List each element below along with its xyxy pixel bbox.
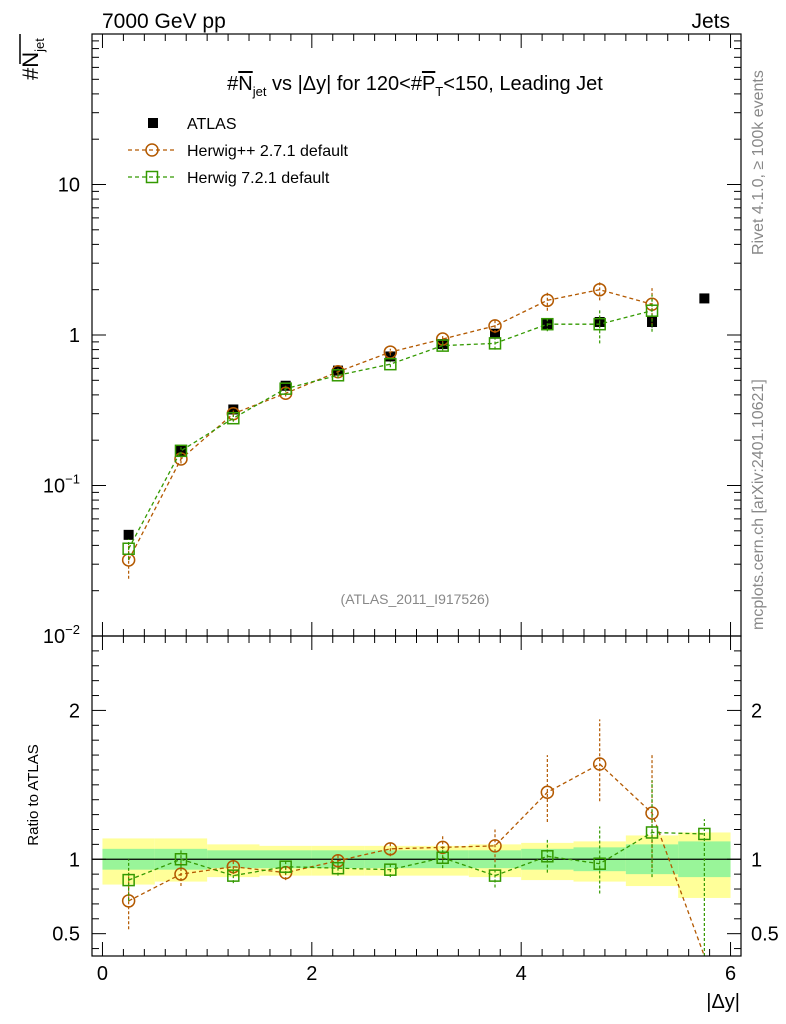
- data-point-atlas: [228, 404, 239, 415]
- ratio-point-herwig7: [227, 869, 240, 882]
- data-point-herwig7: [384, 357, 397, 371]
- rivet-version-label: Rivet 4.1.0, ≥ 100k events: [750, 70, 767, 255]
- legend-label-atlas: ATLAS: [187, 116, 237, 133]
- ratio-point-herwigpp: [435, 840, 450, 855]
- main-data-layer: [121, 280, 710, 579]
- data-point-herwig7: [593, 317, 606, 331]
- legend-marker-atlas: [148, 118, 158, 128]
- ratio-xtick-label: 4: [516, 963, 527, 985]
- data-point-herwigpp: [488, 319, 502, 333]
- ratio-point-herwig7: [384, 863, 397, 876]
- ratio-axes: 0.5 0.5 1 1 2 2 0 2 4 6: [52, 635, 779, 985]
- ratio-point-herwig7: [698, 827, 711, 841]
- ratio-point-herwig7: [122, 873, 135, 887]
- ratio-xtick-label: 6: [725, 963, 736, 985]
- series-line-1: [128, 289, 653, 561]
- data-point-herwig7: [279, 382, 292, 395]
- svg-text:#Njet: #Njet: [18, 38, 47, 80]
- ratio-point-herwig7: [645, 826, 659, 839]
- data-point-herwig7: [122, 542, 135, 555]
- header-right-label: Jets: [691, 10, 730, 33]
- ratio-point-herwigpp: [488, 839, 502, 853]
- legend: ATLAS Herwig++ 2.7.1 default Herwig 7.2.…: [128, 116, 349, 187]
- ratio-series-line-0: [128, 763, 705, 957]
- data-point-atlas: [699, 293, 710, 304]
- ratio-xtick-label: 2: [306, 963, 317, 985]
- svg-text:#Njet vs |Δy| for 120<#PT<150,: #Njet vs |Δy| for 120<#PT<150, Leading J…: [227, 73, 603, 99]
- data-point-herwig7: [436, 339, 449, 352]
- main-ytick-label: 1: [69, 325, 80, 347]
- ratio-point-herwig7: [541, 850, 554, 863]
- data-point-atlas: [385, 351, 396, 362]
- ratio-point-herwig7: [331, 861, 345, 875]
- ratio-point-herwig7: [488, 869, 502, 882]
- ratio-ytick-label-left: 1: [69, 849, 80, 871]
- data-point-herwig7: [174, 444, 188, 458]
- analysis-watermark: (ATLAS_2011_I917526): [341, 591, 490, 607]
- main-ytick-label: 10−1: [43, 472, 80, 498]
- series-line-2: [128, 310, 653, 550]
- data-point-herwig7: [331, 369, 345, 382]
- ratio-point-herwigpp: [540, 785, 555, 800]
- ratio-ytick-label-right: 0.5: [751, 924, 779, 946]
- legend-marker-herwig7: [145, 170, 159, 184]
- ratio-ytick-label-right: 2: [751, 700, 762, 722]
- ratio-xtick-label: 0: [97, 963, 108, 985]
- ratio-point-herwigpp: [383, 842, 398, 856]
- data-point-herwig7: [488, 337, 502, 350]
- data-point-herwig7: [541, 317, 554, 331]
- ratio-ytick-label-left: 2: [69, 700, 80, 722]
- ratio-data-layer: [121, 719, 711, 957]
- legend-entry-herwig7: Herwig 7.2.1 default: [128, 170, 330, 187]
- main-ytick-label: 10: [58, 175, 80, 197]
- ratio-ytick-label-left: 0.5: [52, 924, 80, 946]
- data-point-atlas: [123, 529, 134, 540]
- main-ytick-label: 10−2: [43, 622, 80, 648]
- main-ylabel: #Njet: [18, 34, 47, 80]
- data-point-herwigpp: [540, 293, 555, 308]
- ratio-xlabel: |Δy|: [706, 991, 740, 1013]
- legend-label-herwig7: Herwig 7.2.1 default: [187, 170, 330, 187]
- ratio-ylabel: Ratio to ATLAS: [25, 744, 42, 845]
- legend-label-herwigpp: Herwig++ 2.7.1 default: [187, 143, 349, 160]
- data-point-herwigpp: [592, 282, 607, 297]
- main-title: #Njet vs |Δy| for 120<#PT<150, Leading J…: [227, 73, 603, 99]
- data-point-herwig7: [645, 304, 659, 317]
- data-point-atlas: [490, 328, 501, 339]
- data-point-atlas: [332, 365, 343, 376]
- legend-entry-atlas: ATLAS: [148, 116, 237, 133]
- ratio-point-herwigpp: [331, 853, 345, 868]
- main-panel: #Njet #Njet vs |Δy| for 120<#PT<150, Lea…: [18, 33, 742, 648]
- ratio-frame: [91, 635, 742, 957]
- ratio-point-herwig7: [174, 853, 188, 866]
- legend-entry-herwigpp: Herwig++ 2.7.1 default: [128, 143, 349, 160]
- legend-marker-herwigpp: [145, 143, 159, 157]
- ratio-point-herwig7: [593, 857, 606, 870]
- ratio-panel: Ratio to ATLAS |Δy| 0.5 0.5 1 1 2 2 0 2 4 6: [25, 635, 779, 1013]
- main-axes: 10−2 10−1 1 10: [43, 33, 742, 648]
- ratio-point-herwig7: [279, 860, 292, 873]
- mcplots-label: mcplots.cern.ch [arXiv:2401.10621]: [750, 379, 767, 630]
- ratio-uncertainty-bands: [92, 832, 741, 898]
- ratio-series-line-1: [128, 831, 705, 881]
- data-point-herwig7: [227, 411, 240, 425]
- ratio-point-herwigpp: [592, 757, 607, 771]
- ratio-point-herwig7: [436, 851, 449, 865]
- data-point-atlas: [175, 445, 186, 456]
- header-left-label: 7000 GeV pp: [102, 10, 226, 33]
- data-point-atlas: [647, 317, 658, 328]
- ratio-ytick-label-right: 1: [751, 849, 762, 871]
